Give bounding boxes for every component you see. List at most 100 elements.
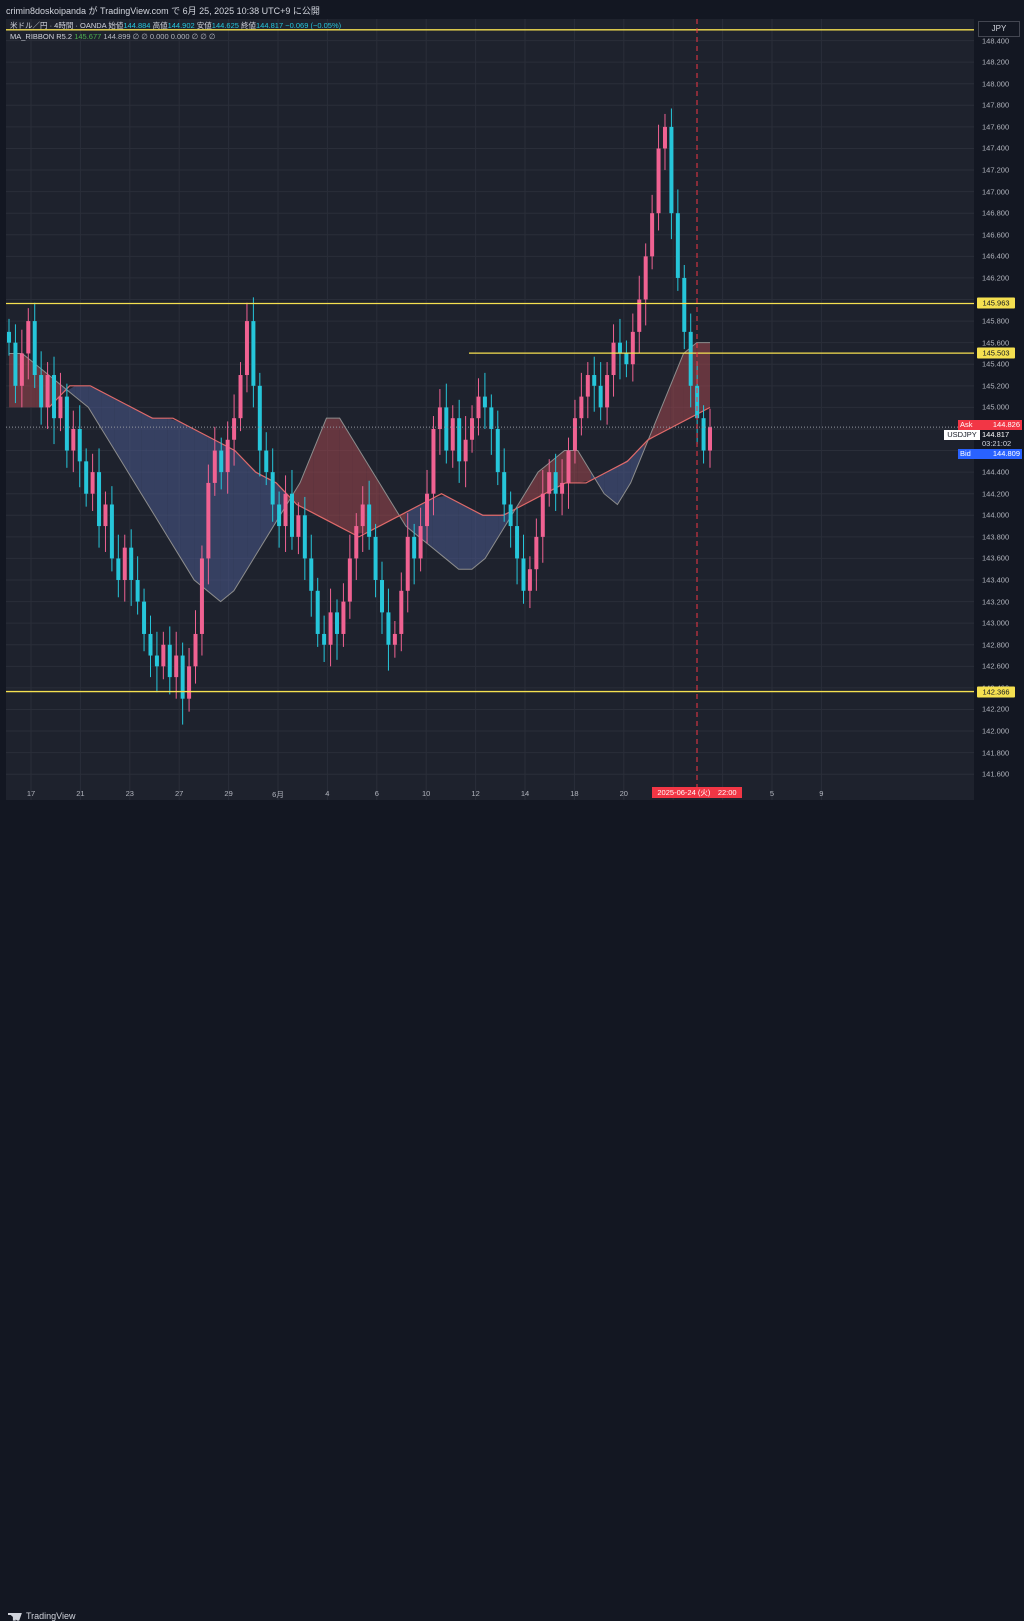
candle-body (643, 256, 648, 300)
symbol-tag: USDJPY (944, 430, 980, 440)
candle-body (71, 428, 76, 451)
ma-ribbon-fill (299, 450, 314, 514)
legend-low-value: 144.625 (211, 21, 239, 30)
candle-body (199, 558, 204, 634)
candle-body (270, 472, 275, 505)
candle-body (425, 493, 430, 527)
candle-body (476, 396, 481, 419)
candle-body (405, 536, 410, 591)
candle-body (560, 482, 565, 494)
candle-body (572, 418, 577, 451)
price-tick-label: 143.400 (982, 575, 1010, 585)
candle-body (553, 472, 558, 494)
bid-value: 144.809 (992, 449, 1020, 458)
ma-ribbon-fill (180, 422, 195, 581)
ma-ribbon-fill (657, 385, 671, 436)
candle-body (482, 396, 487, 408)
price-chart-pane[interactable] (6, 19, 974, 800)
price-tick-label: 142.600 (982, 661, 1010, 671)
price-tick-label: 146.200 (982, 273, 1010, 283)
candle-body (174, 655, 179, 678)
ma-ribbon-fill (154, 418, 168, 537)
ma-ribbon-fill (445, 495, 459, 570)
ma-ribbon-fill (128, 405, 142, 494)
candle-body (64, 396, 69, 451)
candle-body (32, 321, 37, 376)
ma-ribbon-fill (498, 511, 512, 537)
legend-open-value: 144.884 (123, 21, 151, 30)
candle-body (650, 213, 655, 257)
candle-body (309, 558, 314, 591)
ma-ribbon-fill (432, 495, 446, 559)
legend-open-label: 始値 (108, 21, 124, 30)
ma-ribbon-fill (604, 466, 618, 505)
top-bar: crimin8doskoipanda が TradingView.com で 6… (0, 0, 1024, 18)
ma-ribbon-fill (564, 450, 578, 484)
footer-bar: TradingView (0, 804, 1024, 1621)
ask-label: Ask (960, 420, 973, 429)
legend-symbol[interactable]: 米ドル／円 · 4時間 · OANDA (10, 21, 107, 30)
time-tick-label: 14 (520, 789, 530, 798)
ma-ribbon-fill (458, 502, 472, 570)
candle-body (437, 407, 442, 429)
time-tick-label: 23 (125, 789, 134, 798)
candle-body (592, 375, 597, 386)
candle-body (656, 148, 661, 214)
price-axis[interactable] (974, 19, 1024, 800)
time-tick-label: 29 (224, 789, 233, 798)
time-tick-label: 4 (325, 789, 330, 798)
candle-body (302, 515, 307, 559)
candlestick-chart[interactable] (6, 19, 974, 800)
candle-body (540, 493, 545, 537)
ma-ribbon-fill (22, 353, 36, 408)
price-tick-label: 141.600 (982, 769, 1010, 779)
price-tick-label: 143.800 (982, 532, 1010, 542)
price-tick-label: 147.000 (982, 187, 1010, 197)
candle-body (515, 526, 520, 559)
candle-body (26, 321, 31, 354)
ma-ribbon-fill (101, 391, 115, 451)
level-price-tag: 145.503 (977, 347, 1015, 359)
candle-body (527, 569, 532, 591)
currency-button[interactable]: JPY (978, 21, 1020, 37)
price-tick-label: 148.200 (982, 57, 1010, 67)
price-tick-label: 144.400 (982, 467, 1010, 477)
ma-ribbon-fill (696, 342, 710, 415)
candle-body (129, 547, 134, 581)
time-axis[interactable] (6, 785, 974, 801)
candle-body (52, 375, 57, 419)
ma-ribbon-fill (220, 443, 234, 602)
candle-body (617, 342, 622, 354)
legend-indicator-row: MA_RIBBON R5.2 145.677 144.899 ∅ ∅ 0.000… (10, 31, 341, 42)
indicator-name[interactable]: MA_RIBBON R5.2 (10, 32, 73, 41)
candle-body (7, 331, 11, 343)
candle-body (225, 439, 230, 473)
indicator-value-1: 145.677 (74, 32, 102, 41)
candle-body (232, 418, 237, 440)
candle-body (630, 331, 635, 365)
footer-brand: TradingView (26, 1611, 76, 1621)
time-tick-label: 9 (819, 789, 824, 798)
price-tick-label: 143.000 (982, 618, 1010, 628)
legend-close-label: 終値 (241, 21, 257, 30)
ma-ribbon-fill (233, 449, 248, 591)
candle-body (495, 428, 500, 473)
candle-body (412, 536, 417, 559)
candle-body (547, 472, 552, 494)
price-tick-label: 145.000 (982, 402, 1010, 412)
candle-body (277, 504, 282, 527)
candle-body (212, 450, 217, 483)
ma-ribbon-fill (194, 429, 208, 591)
ma-ribbon-fill (339, 418, 353, 534)
price-tick-label: 144.200 (982, 489, 1010, 499)
candle-body (502, 472, 507, 505)
candle-body (380, 580, 385, 613)
ma-ribbon-fill (471, 509, 486, 570)
candle-body (450, 418, 455, 451)
tradingview-logo[interactable]: TradingView (8, 1611, 76, 1621)
ma-ribbon-fill (405, 505, 420, 537)
candle-body (103, 504, 108, 527)
ma-ribbon-fill (577, 450, 591, 483)
candle-body (251, 321, 256, 386)
